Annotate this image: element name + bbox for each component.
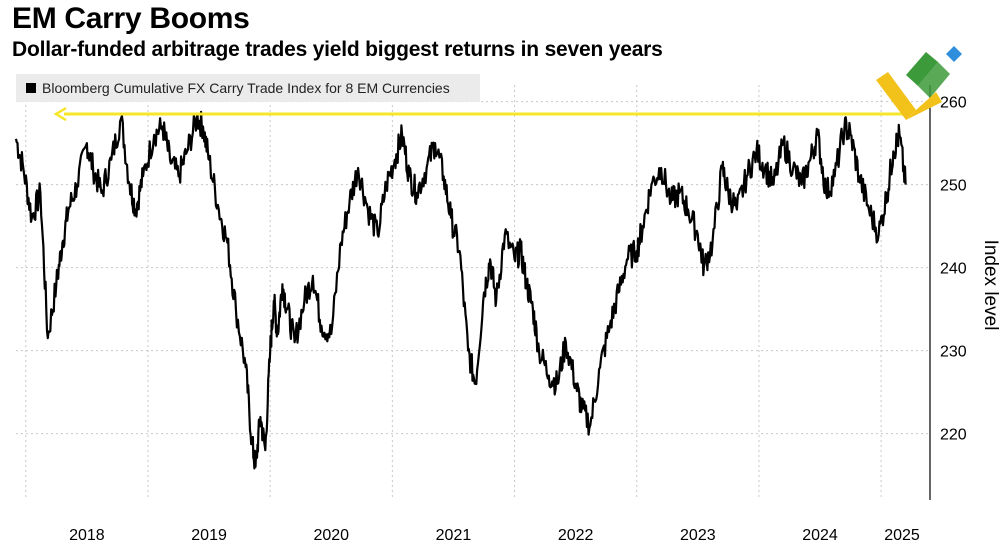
chart-title: EM Carry Booms bbox=[12, 2, 250, 35]
logo-yellow-stroke-2 bbox=[906, 92, 942, 120]
y-tick-label-230: 230 bbox=[940, 344, 967, 361]
yellow-arrow-annotation bbox=[53, 106, 905, 122]
logo-yellow-stroke bbox=[876, 72, 916, 120]
x-tick-label-2025: 2025 bbox=[884, 527, 920, 544]
legend: Bloomberg Cumulative FX Carry Trade Inde… bbox=[16, 74, 480, 102]
y-tick-label-220: 220 bbox=[940, 427, 967, 444]
brand-logo bbox=[876, 46, 962, 120]
x-tick-labels: 2018 2019 2020 2021 2022 2023 2024 2025 bbox=[69, 527, 920, 544]
logo-blue-stroke bbox=[946, 46, 962, 62]
chart-subtitle: Dollar-funded arbitrage trades yield big… bbox=[12, 38, 663, 61]
y-tick-label-240: 240 bbox=[940, 261, 967, 278]
arrow-head bbox=[53, 106, 67, 122]
x-tick-label-2022: 2022 bbox=[558, 527, 594, 544]
x-tick-label-2019: 2019 bbox=[191, 527, 227, 544]
y-tick-label-260: 260 bbox=[940, 95, 967, 112]
y-tick-label-250: 250 bbox=[940, 178, 967, 195]
legend-swatch bbox=[26, 83, 36, 93]
x-tick-label-2023: 2023 bbox=[680, 527, 716, 544]
y-axis-label: Index level bbox=[980, 240, 1000, 331]
x-tick-label-2018: 2018 bbox=[69, 527, 105, 544]
logo-green-stroke-2 bbox=[918, 62, 950, 98]
logo-green-stroke bbox=[906, 52, 938, 86]
x-grid-lines bbox=[25, 85, 882, 500]
x-tick-label-2021: 2021 bbox=[436, 527, 472, 544]
grid-lines bbox=[16, 101, 930, 435]
x-tick-label-2024: 2024 bbox=[802, 527, 838, 544]
y-tick-labels: 220 230 240 250 260 bbox=[940, 95, 967, 444]
x-tick-label-2020: 2020 bbox=[313, 527, 349, 544]
series-line-carry-index bbox=[14, 110, 907, 470]
legend-label: Bloomberg Cumulative FX Carry Trade Inde… bbox=[42, 80, 450, 96]
